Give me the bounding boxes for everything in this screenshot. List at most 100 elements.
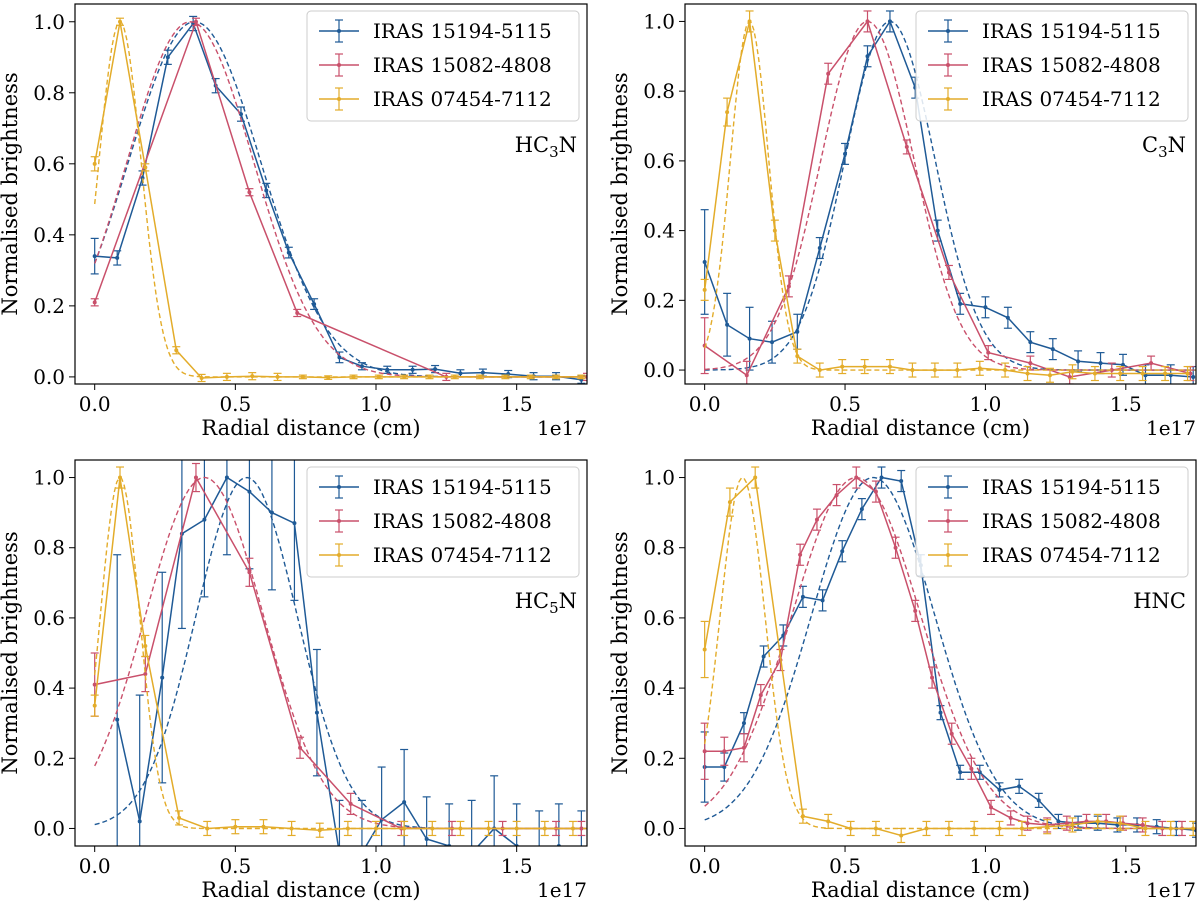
data-point (402, 374, 407, 379)
data-point (486, 826, 491, 831)
data-point (1168, 826, 1173, 831)
data-point (503, 374, 508, 379)
data-point (904, 144, 909, 149)
data-point (193, 475, 198, 480)
y-axis-label: Normalised brightness (608, 72, 632, 315)
y-axis-label: Normalised brightness (0, 72, 22, 315)
data-point (1050, 347, 1055, 352)
legend-label: IRAS 15082-4808 (373, 53, 552, 77)
data-point (238, 112, 243, 117)
data-point (289, 826, 294, 831)
x-tick-label: 0.5 (829, 854, 861, 878)
legend-marker (337, 553, 341, 557)
data-point (949, 731, 954, 736)
data-point (840, 549, 845, 554)
data-point (314, 710, 319, 715)
plot-area (90, 460, 587, 855)
y-tick-label: 1.0 (643, 9, 675, 33)
legend: IRAS 15194-5115 IRAS 15082-4808 IRAS 07454… (306, 466, 580, 578)
data-point (1019, 826, 1024, 831)
legend-marker (946, 553, 950, 557)
legend-box (915, 10, 1189, 122)
data-point (946, 826, 951, 831)
data-point (843, 151, 848, 156)
data-point (143, 165, 148, 170)
data-line (703, 475, 1194, 837)
molecule-label: C3N (1142, 133, 1186, 161)
data-point (1109, 368, 1114, 373)
data-point (817, 368, 822, 373)
y-tick-label: 0.4 (643, 219, 675, 243)
data-point (1017, 784, 1022, 789)
legend-label: IRAS 15082-4808 (982, 53, 1161, 77)
x-tick-label: 0.5 (219, 392, 251, 416)
data-point (359, 364, 364, 369)
data-point (115, 255, 120, 260)
data-point (879, 475, 884, 480)
legend-label: IRAS 15194-5115 (982, 19, 1161, 43)
data-point (795, 354, 800, 359)
data-point (345, 826, 350, 831)
data-point (800, 594, 805, 599)
legend-label: IRAS 07454-7112 (982, 543, 1161, 567)
molecule-base: HC (515, 589, 549, 613)
series-iras-07454-7112 (90, 466, 587, 838)
data-point (862, 364, 867, 369)
data-point (1076, 359, 1081, 364)
y-tick-label: 0.8 (643, 79, 675, 103)
data-point (337, 355, 342, 360)
data-point (741, 745, 746, 750)
data-point (887, 19, 892, 24)
data-point (1028, 361, 1033, 366)
data-point (118, 475, 123, 480)
x-tick-label: 1.0 (360, 392, 392, 416)
data-point (741, 721, 746, 726)
data-point (932, 368, 937, 373)
x-tick-label: 1.5 (1110, 854, 1142, 878)
data-point (1045, 824, 1050, 829)
data-point (385, 367, 390, 372)
data-point (247, 190, 252, 195)
y-axis-label: Normalised brightness (0, 531, 22, 774)
data-point (295, 310, 300, 315)
data-point (250, 374, 255, 379)
legend-marker (946, 63, 950, 67)
series-iras-07454-7112 (700, 466, 1196, 844)
y-tick-label: 0.6 (33, 606, 65, 630)
data-point (986, 350, 991, 355)
data-point (1140, 371, 1145, 376)
data-point (702, 749, 707, 754)
molecule-base: HNC (1133, 589, 1186, 613)
plot-area (700, 10, 1196, 384)
data-point (480, 370, 485, 375)
data-point (143, 672, 148, 677)
data-point (989, 805, 994, 810)
series-iras-15082-4808 (700, 466, 1196, 837)
x-offset-label: 1e17 (1146, 416, 1196, 440)
legend: IRAS 15194-5115 IRAS 15082-4808 IRAS 07454… (306, 10, 580, 122)
data-point (910, 368, 915, 373)
data-point (570, 826, 575, 831)
data-point (264, 188, 269, 193)
data-point (537, 851, 541, 855)
data-point (1095, 819, 1100, 824)
data-point (286, 250, 291, 255)
data-point (1118, 821, 1123, 826)
data-point (351, 374, 356, 379)
x-tick-label: 0.0 (689, 854, 721, 878)
data-point (554, 374, 559, 379)
data-point (542, 826, 547, 831)
data-point (1070, 369, 1075, 374)
legend-marker (946, 519, 950, 523)
data-point (1003, 368, 1008, 373)
molecule-base: HC (515, 133, 549, 157)
data-point (930, 675, 935, 680)
plot-area (700, 466, 1196, 844)
data-point (92, 300, 97, 305)
x-tick-label: 1.5 (501, 854, 533, 878)
data-point (165, 55, 170, 60)
